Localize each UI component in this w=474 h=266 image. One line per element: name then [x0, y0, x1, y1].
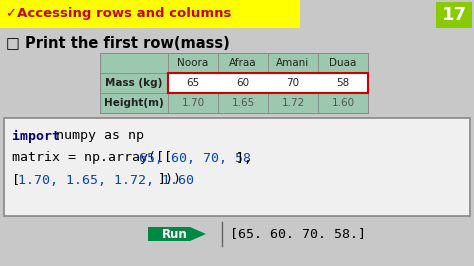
FancyBboxPatch shape [100, 53, 368, 113]
Text: 17: 17 [441, 6, 466, 24]
FancyBboxPatch shape [168, 73, 368, 93]
Text: matrix = np.array([[: matrix = np.array([[ [12, 152, 172, 164]
FancyBboxPatch shape [436, 2, 472, 28]
Text: 1.70: 1.70 [182, 98, 205, 108]
Text: Run: Run [162, 227, 188, 240]
Text: import: import [12, 130, 68, 143]
Text: □ Print the first row(mass): □ Print the first row(mass) [6, 35, 230, 51]
Text: 1.70, 1.65, 1.72, 1.60: 1.70, 1.65, 1.72, 1.60 [18, 173, 194, 186]
Text: 70: 70 [286, 78, 300, 88]
Text: Duaa: Duaa [329, 58, 357, 68]
Text: 1.65: 1.65 [231, 98, 255, 108]
FancyBboxPatch shape [4, 118, 470, 216]
Text: 58: 58 [337, 78, 350, 88]
Text: 65, 60, 70, 58: 65, 60, 70, 58 [139, 152, 251, 164]
Text: Afraa: Afraa [229, 58, 257, 68]
Text: ],: ], [228, 152, 252, 164]
FancyBboxPatch shape [0, 0, 300, 28]
Text: ])): ])) [158, 173, 182, 186]
Text: 60: 60 [237, 78, 250, 88]
Text: Mass (kg): Mass (kg) [105, 78, 163, 88]
Text: 1.60: 1.60 [331, 98, 355, 108]
FancyArrow shape [148, 227, 206, 241]
Text: Height(m): Height(m) [104, 98, 164, 108]
Text: Noora: Noora [177, 58, 209, 68]
Text: 65: 65 [186, 78, 200, 88]
Text: Amani: Amani [276, 58, 310, 68]
Text: 1.72: 1.72 [282, 98, 305, 108]
Text: ✓Accessing rows and columns: ✓Accessing rows and columns [6, 7, 231, 20]
Text: numpy as np: numpy as np [56, 130, 145, 143]
Text: [65. 60. 70. 58.]: [65. 60. 70. 58.] [230, 227, 366, 240]
Text: [: [ [12, 173, 20, 186]
